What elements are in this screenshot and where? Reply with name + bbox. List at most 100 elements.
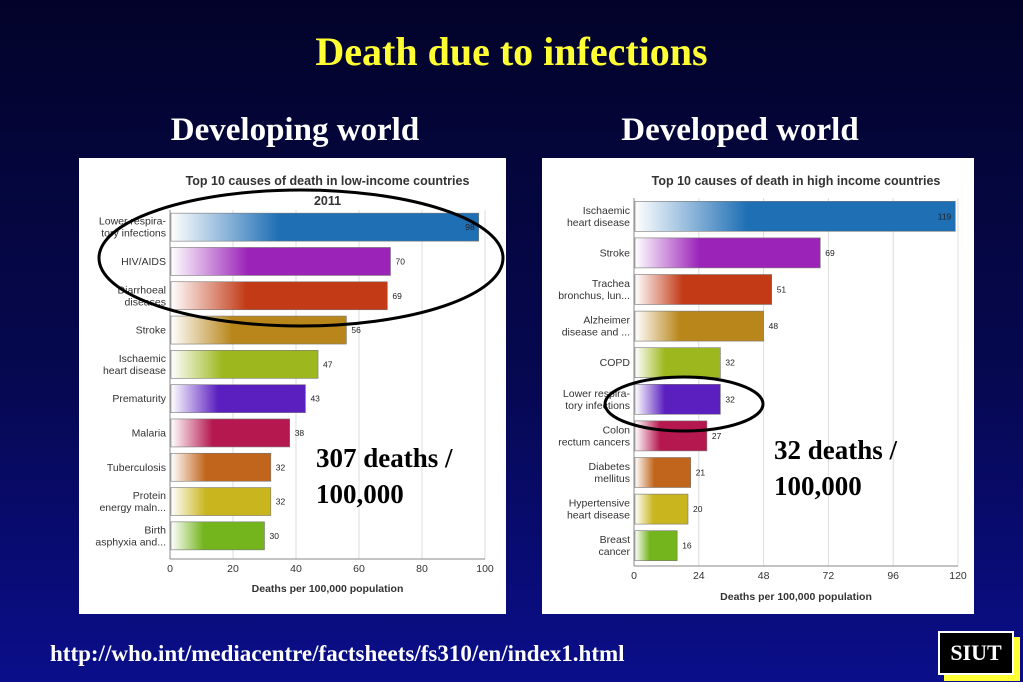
category-label: heart disease (567, 510, 630, 522)
bar-value-label: 16 (682, 541, 692, 551)
bar (634, 347, 721, 378)
right-note-line1: 32 deaths / (774, 435, 898, 465)
right-note-line2: 100,000 (774, 471, 862, 501)
category-label: Ischaemic (583, 205, 630, 217)
bar (170, 487, 272, 516)
category-label: heart disease (103, 365, 166, 377)
category-label: bronchus, lun... (558, 290, 630, 302)
x-tick-label: 72 (823, 570, 835, 582)
x-tick-label: 20 (227, 563, 239, 575)
x-tick-label: 80 (416, 563, 428, 575)
bar (634, 200, 956, 232)
category-label: Colon (603, 424, 631, 436)
category-label: COPD (600, 357, 631, 369)
bar-value-label: 119 (938, 211, 952, 221)
category-label: cancer (598, 546, 630, 558)
bar-value-label: 32 (725, 358, 735, 368)
bar-value-label: 20 (693, 504, 703, 514)
x-tick-label: 100 (476, 563, 494, 575)
x-tick-label: 120 (949, 570, 967, 582)
category-label: disease and ... (562, 327, 630, 339)
bar (634, 384, 721, 415)
bar (634, 420, 708, 452)
category-label: tory infections (565, 400, 630, 412)
bar (170, 350, 319, 379)
category-label: Tuberculosis (107, 462, 166, 474)
bar (170, 315, 347, 345)
category-label: rectum cancers (558, 436, 630, 448)
highlight-ellipse-respiratory (603, 375, 765, 433)
bar (170, 418, 290, 448)
bar (170, 384, 306, 413)
bar-value-label: 32 (725, 394, 735, 404)
bar (634, 274, 772, 305)
category-label: Stroke (600, 247, 631, 259)
chart-title-line: 2011 (314, 194, 341, 208)
high-income-chart: Top 10 causes of death in high income co… (558, 174, 967, 603)
developing-world-heading: Developing world (170, 112, 420, 148)
x-axis-label: Deaths per 100,000 population (720, 591, 872, 603)
developed-world-heading: Developed world (621, 112, 859, 148)
bar (170, 452, 272, 482)
bar (170, 212, 480, 242)
bar-value-label: 27 (712, 431, 722, 441)
bar-value-label: 48 (769, 321, 779, 331)
slide-title: Death due to infections (315, 29, 708, 74)
category-label: Ischaemic (119, 353, 166, 365)
bar (170, 521, 265, 551)
category-label: mellitus (594, 473, 630, 485)
category-label: energy maln... (99, 502, 166, 514)
bar-value-label: 98 (465, 222, 475, 232)
left-note-line2: 100,000 (316, 479, 404, 509)
category-label: Malaria (132, 427, 167, 439)
right-death-rate-note: 32 deaths / 100,000 (774, 432, 897, 504)
category-label: Trachea (592, 278, 630, 290)
left-note-line1: 307 deaths / (316, 443, 453, 473)
bar-value-label: 69 (825, 248, 835, 258)
bar-value-label: 70 (396, 256, 406, 266)
bar-value-label: 69 (392, 291, 402, 301)
high-income-chart-panel: Top 10 causes of death in high income co… (542, 158, 974, 614)
category-label: Prematurity (112, 393, 166, 405)
bar (634, 493, 689, 525)
category-label: Stroke (136, 325, 167, 337)
bar-value-label: 21 (696, 468, 706, 478)
bar-value-label: 32 (276, 497, 286, 507)
x-tick-label: 40 (290, 563, 302, 575)
category-label: Diabetes (589, 461, 630, 473)
bar (170, 281, 388, 311)
left-death-rate-note: 307 deaths / 100,000 (316, 440, 453, 512)
bar (634, 457, 692, 488)
bar (634, 530, 678, 562)
source-url[interactable]: http://who.int/mediacentre/factsheets/fs… (50, 641, 625, 666)
bar (170, 247, 391, 276)
bar (634, 237, 821, 269)
bar-value-label: 38 (295, 428, 305, 438)
category-label: Alzheimer (583, 315, 630, 327)
chart-title-line: Top 10 causes of death in low-income cou… (186, 174, 470, 188)
category-label: Birth (144, 524, 166, 536)
x-tick-label: 96 (887, 570, 899, 582)
siut-logo: SIUT (938, 631, 1014, 675)
x-tick-label: 0 (631, 570, 637, 582)
low-income-chart-panel: Top 10 causes of death in low-income cou… (79, 158, 506, 614)
category-label: heart disease (567, 217, 630, 229)
chart-title-line: Top 10 causes of death in high income co… (652, 174, 941, 188)
bar-value-label: 43 (310, 394, 320, 404)
bar (634, 310, 764, 342)
low-income-chart: Top 10 causes of death in low-income cou… (95, 174, 494, 595)
bar-value-label: 32 (276, 462, 286, 472)
category-label: Protein (133, 490, 166, 502)
x-axis-label: Deaths per 100,000 population (252, 583, 404, 595)
highlight-ellipse-infections (97, 188, 505, 328)
bar-value-label: 56 (351, 325, 361, 335)
x-tick-label: 24 (693, 570, 705, 582)
x-tick-label: 0 (167, 563, 173, 575)
x-tick-label: 48 (758, 570, 770, 582)
bar-value-label: 47 (323, 359, 333, 369)
category-label: asphyxia and... (95, 536, 166, 548)
bar-value-label: 30 (270, 531, 280, 541)
category-label: Breast (600, 534, 630, 546)
x-tick-label: 60 (353, 563, 365, 575)
